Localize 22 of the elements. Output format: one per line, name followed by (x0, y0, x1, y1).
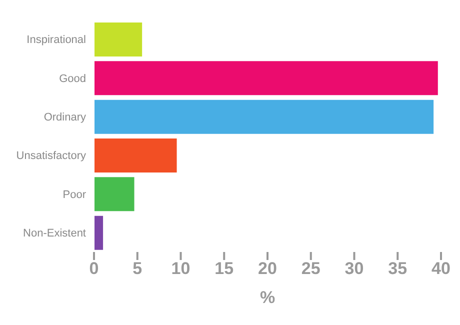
y-tick-label: Inspirational (26, 34, 86, 46)
x-tick-label: 10 (171, 259, 190, 278)
bar (94, 60, 439, 96)
x-tick-label: 20 (258, 259, 277, 278)
x-tick-label: 35 (388, 259, 408, 278)
y-tick-label: Unsatisfactory (16, 150, 86, 162)
x-tick-label: 5 (132, 259, 142, 278)
bar (94, 22, 144, 58)
bar (94, 214, 104, 251)
bar (94, 98, 435, 135)
bar (94, 176, 136, 212)
y-tick-label: Good (59, 72, 86, 85)
x-tick-label: 30 (344, 259, 364, 278)
x-tick-label: 15 (214, 259, 234, 278)
x-tick-label: 0 (89, 259, 99, 278)
y-tick-label: Poor (62, 188, 86, 201)
bar (94, 138, 178, 174)
x-tick-label: 40 (432, 259, 450, 278)
y-tick-label: Ordinary (44, 112, 86, 124)
x-axis-title: % (260, 288, 276, 307)
x-tick-label: 25 (301, 259, 320, 278)
y-tick-label: Non-Existent (23, 228, 86, 240)
